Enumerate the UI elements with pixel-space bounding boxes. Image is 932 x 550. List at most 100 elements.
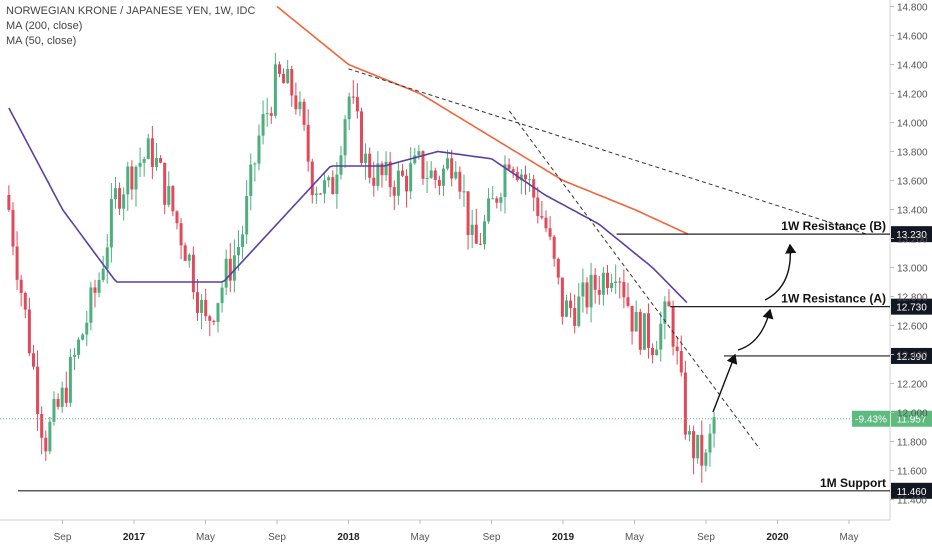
candle (253, 163, 257, 165)
candle (655, 349, 659, 356)
candle (48, 421, 52, 452)
candle (245, 196, 249, 235)
y-tick-label: 12.000 (897, 409, 928, 420)
candle (97, 279, 101, 293)
candle (388, 161, 392, 188)
candle (700, 434, 704, 466)
x-tick-label: Sep (268, 532, 286, 543)
price-tag (891, 347, 932, 364)
candle (187, 254, 191, 261)
candle (236, 246, 240, 256)
candle (687, 431, 691, 435)
change-label: -9.43% (855, 415, 887, 426)
candle (425, 177, 429, 179)
candle (130, 166, 134, 190)
y-tick-label: 11.400 (897, 496, 927, 507)
candle (298, 101, 302, 110)
candle (118, 188, 122, 209)
candle (159, 158, 163, 163)
candle (359, 111, 363, 163)
candle (56, 399, 60, 407)
candle (126, 166, 130, 195)
candle (261, 114, 265, 136)
y-tick-label: 13.200 (897, 235, 928, 246)
candle (597, 289, 601, 295)
candle (60, 387, 64, 407)
candle (437, 179, 441, 186)
candle (306, 124, 310, 162)
candle (351, 96, 355, 98)
candle (610, 283, 614, 288)
price-tag-label: 11.460 (897, 487, 927, 498)
y-tick-label: 14.600 (897, 32, 928, 43)
candle (7, 195, 11, 210)
y-axis: 14.800 14.600 14.400 14.200 14.000 13.800 13.6… (890, 3, 928, 507)
candles (7, 52, 716, 483)
candle (556, 258, 560, 278)
candle (642, 313, 646, 350)
grid (0, 0, 891, 521)
candle (622, 281, 626, 298)
candle (44, 437, 48, 452)
candle (314, 193, 318, 196)
annotations (712, 243, 797, 413)
candle (195, 292, 199, 313)
candle (474, 224, 478, 244)
candle (163, 162, 167, 205)
candle (77, 339, 81, 355)
x-tick-label: May (196, 532, 215, 543)
candle (392, 187, 396, 196)
legend: NORWEGIAN KRONE / JAPANESE YEN, 1W, IDC … (6, 4, 255, 49)
y-tick-label: 12.600 (897, 322, 928, 333)
candle (40, 414, 44, 438)
levels: 1W Resistance (B) 13.230 1W Resistance (A)… (0, 219, 932, 499)
candle (618, 281, 622, 283)
candle (171, 186, 175, 212)
legend-ma50: MA (50, close) (6, 35, 77, 47)
x-tick-label: 2020 (766, 532, 789, 543)
price-tag (891, 298, 932, 315)
candle (302, 101, 306, 125)
candle (220, 287, 224, 304)
price-tag (891, 226, 932, 243)
x-tick-label: 2017 (123, 532, 146, 543)
candle (81, 334, 85, 340)
candle (614, 281, 618, 284)
candle (224, 258, 228, 288)
candle (101, 268, 105, 280)
candle (11, 209, 15, 247)
candle (536, 197, 540, 217)
candle (142, 159, 146, 163)
candle (528, 179, 532, 181)
x-tick-label: May (625, 532, 644, 543)
candle (265, 113, 269, 115)
candle (405, 175, 409, 192)
candle (52, 399, 56, 422)
candle (64, 387, 68, 403)
candle (380, 163, 384, 176)
candle (495, 198, 499, 203)
candle (335, 174, 339, 195)
candle (417, 151, 421, 156)
candle (323, 180, 327, 194)
candle (552, 236, 556, 259)
moving-averages (8, 5, 689, 304)
ma200-line (276, 5, 689, 235)
candle (27, 309, 31, 354)
trendline (508, 110, 761, 450)
candle (372, 177, 376, 186)
candle (109, 199, 113, 248)
candle (208, 316, 212, 321)
candle (89, 287, 93, 323)
candle (708, 433, 712, 453)
candle (433, 170, 437, 180)
price-tag-label: 12.730 (896, 303, 927, 314)
y-tick-label: 14.400 (897, 61, 928, 72)
candle (667, 301, 671, 307)
y-tick-label: 13.800 (897, 148, 928, 159)
candle (593, 274, 597, 290)
candle (154, 158, 158, 167)
candle (36, 366, 40, 415)
price-tag (891, 482, 932, 499)
